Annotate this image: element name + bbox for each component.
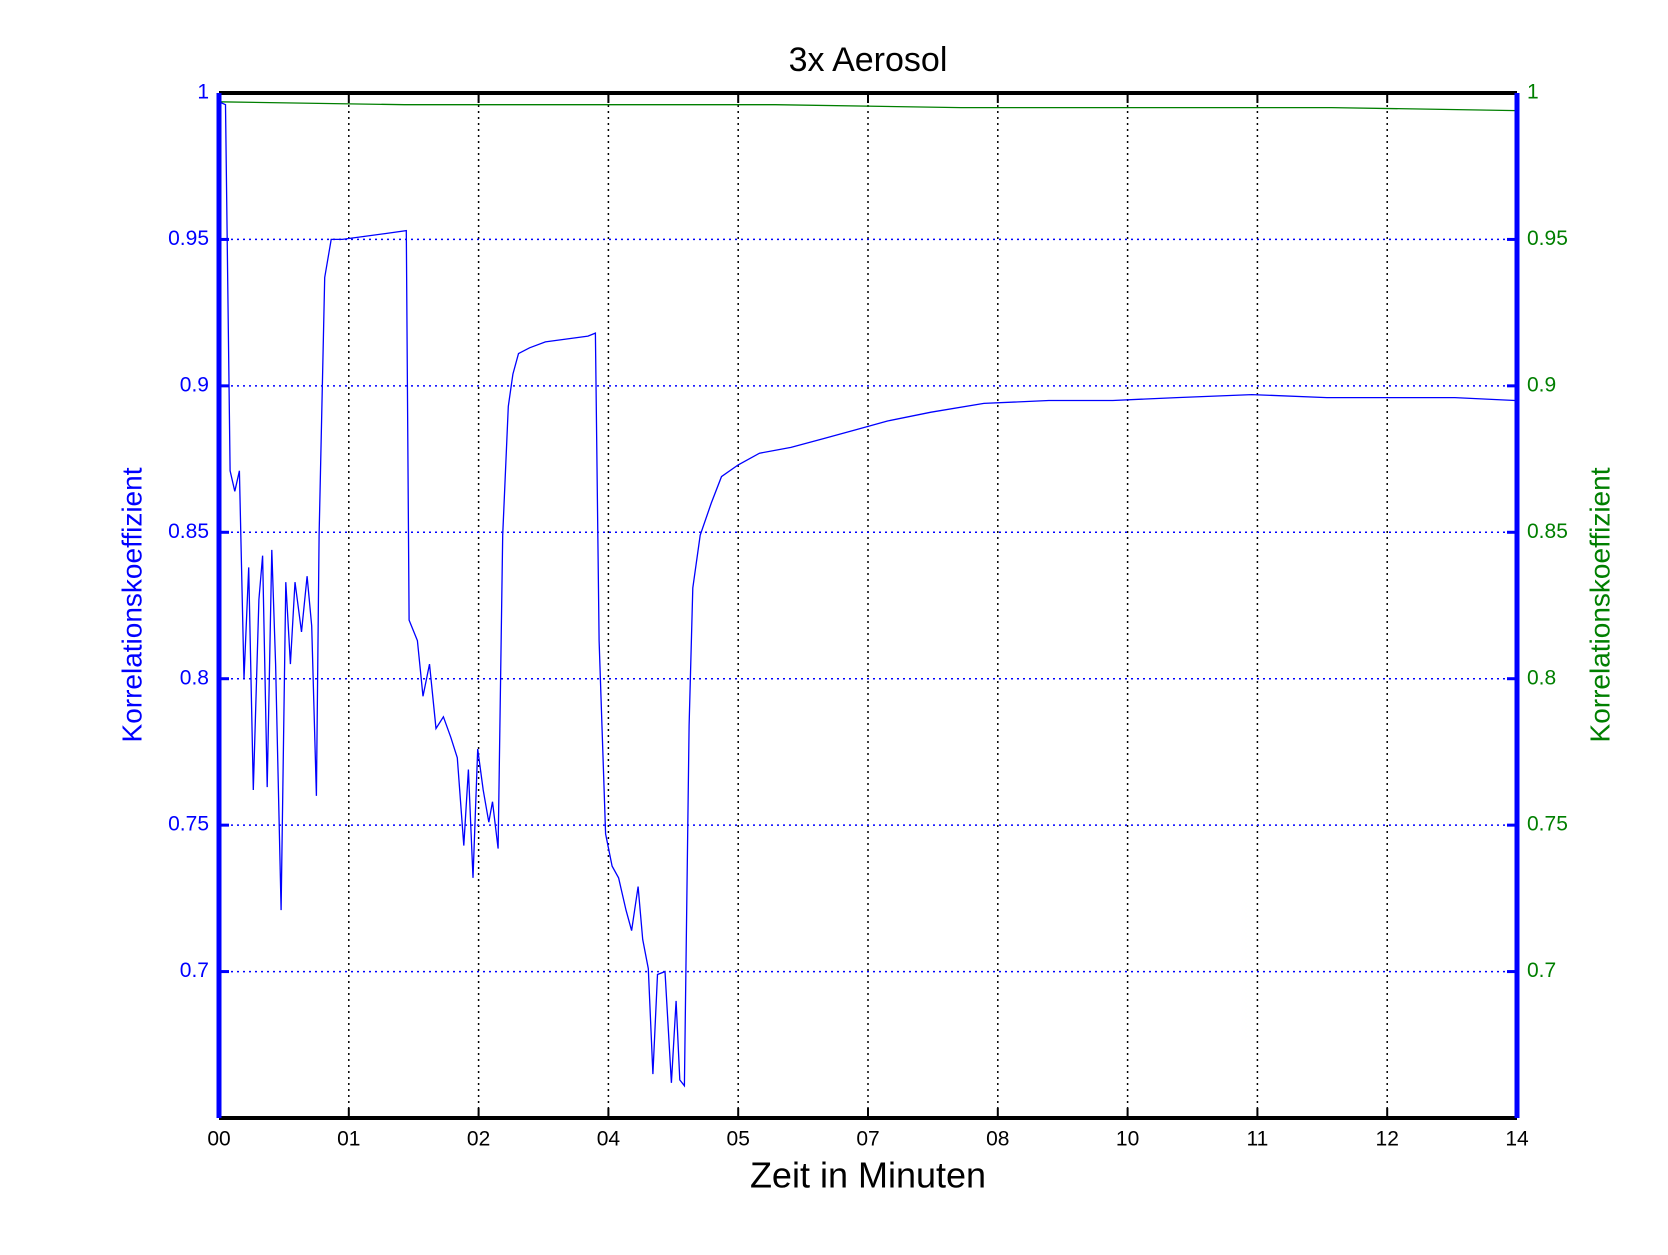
x-tick-label: 01 xyxy=(337,1128,360,1151)
y-tick-label: 1 xyxy=(197,81,209,104)
y-tick-label: 0.95 xyxy=(168,227,209,250)
y2-tick-label: 0.75 xyxy=(1527,813,1568,836)
x-tick-label: 14 xyxy=(1505,1128,1529,1151)
x-tick-label: 11 xyxy=(1246,1128,1268,1151)
y-tick-label: 0.9 xyxy=(180,373,209,396)
y2-tick-label: 0.95 xyxy=(1527,227,1568,250)
data-line xyxy=(218,101,1518,112)
y-tick-label: 0.7 xyxy=(180,959,209,982)
x-tick-label: 07 xyxy=(856,1128,879,1151)
y2-tick-label: 0.9 xyxy=(1527,373,1556,396)
x-tick-label: 02 xyxy=(467,1128,490,1151)
y-tick-label: 0.85 xyxy=(168,520,209,543)
y2-tick-label: 1 xyxy=(1527,81,1539,104)
x-tick-label: 00 xyxy=(207,1128,230,1151)
y2-tick-label: 0.7 xyxy=(1527,959,1556,982)
x-axis-label: Zeit in Minuten xyxy=(750,1155,986,1196)
chart-title: 3x Aerosol xyxy=(789,41,948,79)
x-tick-label: 10 xyxy=(1116,1128,1139,1151)
y2-axis-label: Korrelationskoeffizient xyxy=(1584,467,1615,742)
x-tick-label: 12 xyxy=(1376,1128,1399,1151)
y2-tick-label: 0.85 xyxy=(1527,520,1568,543)
x-tick-label: 08 xyxy=(986,1128,1009,1151)
y-tick-label: 0.75 xyxy=(168,813,209,836)
data-line xyxy=(218,101,1516,1088)
y-axis-label: Korrelationskoeffizient xyxy=(116,467,147,742)
x-tick-label: 04 xyxy=(597,1128,621,1151)
y-tick-label: 0.8 xyxy=(180,666,209,689)
y2-tick-label: 0.8 xyxy=(1527,666,1556,689)
x-tick-label: 05 xyxy=(727,1128,750,1151)
